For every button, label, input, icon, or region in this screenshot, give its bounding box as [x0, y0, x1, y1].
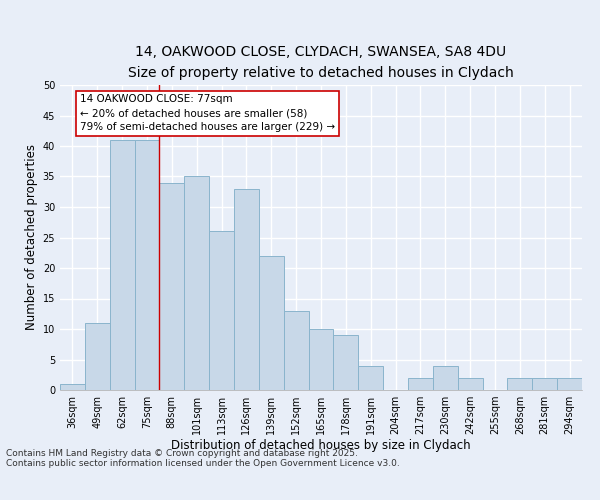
Text: 14 OAKWOOD CLOSE: 77sqm
← 20% of detached houses are smaller (58)
79% of semi-de: 14 OAKWOOD CLOSE: 77sqm ← 20% of detache…: [80, 94, 335, 132]
Bar: [358, 366, 383, 390]
Bar: [508, 378, 532, 390]
Bar: [85, 323, 110, 390]
Bar: [532, 378, 557, 390]
Bar: [184, 176, 209, 390]
Bar: [557, 378, 582, 390]
X-axis label: Distribution of detached houses by size in Clydach: Distribution of detached houses by size …: [171, 438, 471, 452]
Text: Contains HM Land Registry data © Crown copyright and database right 2025.: Contains HM Land Registry data © Crown c…: [6, 448, 358, 458]
Bar: [160, 182, 184, 390]
Bar: [60, 384, 85, 390]
Bar: [334, 335, 358, 390]
Bar: [284, 310, 308, 390]
Bar: [458, 378, 482, 390]
Bar: [433, 366, 458, 390]
Bar: [259, 256, 284, 390]
Bar: [408, 378, 433, 390]
Text: Contains public sector information licensed under the Open Government Licence v3: Contains public sector information licen…: [6, 458, 400, 468]
Bar: [308, 329, 334, 390]
Y-axis label: Number of detached properties: Number of detached properties: [25, 144, 38, 330]
Bar: [209, 232, 234, 390]
Bar: [110, 140, 134, 390]
Bar: [234, 188, 259, 390]
Bar: [134, 140, 160, 390]
Title: 14, OAKWOOD CLOSE, CLYDACH, SWANSEA, SA8 4DU
Size of property relative to detach: 14, OAKWOOD CLOSE, CLYDACH, SWANSEA, SA8…: [128, 45, 514, 80]
